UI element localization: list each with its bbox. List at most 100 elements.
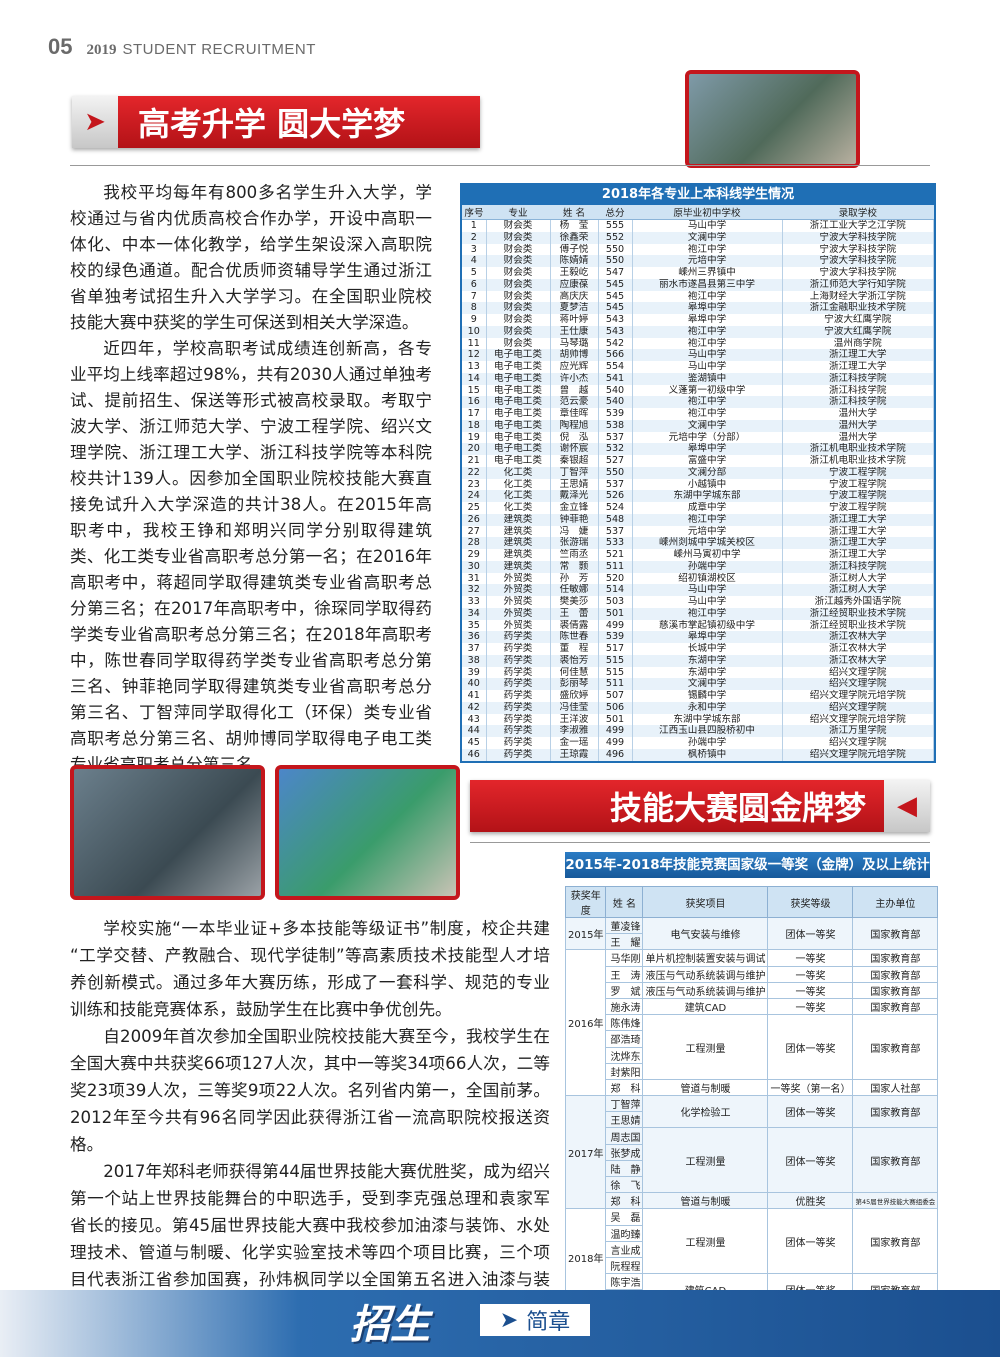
column-header: 姓 名 <box>605 886 644 918</box>
table-cell: 555 <box>598 219 633 232</box>
name-cell: 封紫阳 <box>605 1062 644 1080</box>
header-row: 序号 专业姓 名总分 原毕业初中学校 录取学校 <box>462 205 934 220</box>
table-row: 周志国 工程测量 团体一等奖 国家教育部 <box>566 1127 939 1194</box>
name-cell: 张梦成 <box>605 1143 644 1161</box>
table-row: 16 电子电工类 范云豪 540 袍江中学 浙江科技学院 <box>462 396 934 408</box>
table-row: 38 药学类 裘怡芳 515 东湖中学 浙江农林大学 <box>462 654 934 667</box>
table-row: 46 药学类 王琼霞 496 枫桥镇中 绍兴文理学院元培学院 <box>462 748 934 761</box>
name-cell: 吴 磊 <box>605 1208 644 1226</box>
year-group: 2015年 董凌锋 电气安装与维修 团体一等奖 国家教育部王 耀 <box>564 916 939 951</box>
table-row: 24 化工类 戴泽光 526 东湖中学城东部 宁波工程学院 <box>462 490 934 502</box>
table-cell: 嵊州马寅初中学 <box>632 549 783 561</box>
table-cell: 曾 越 <box>550 384 599 397</box>
table-cell: 傅子悦 <box>550 243 599 256</box>
table-row: 36 药学类 陈世春 539 皋埠中学 浙江农林大学 <box>462 631 934 643</box>
table-cell: 36 <box>462 631 487 643</box>
name-cell: 陈伟烽 <box>605 1014 644 1032</box>
table-row: 19 电子电工类倪 泓 537 元培中学（分部） 温州大学 <box>462 431 934 444</box>
table-cell: 电子电工类 <box>486 384 551 397</box>
table-cell: 电子电工类 <box>486 372 551 385</box>
table-cell: 元培中学 <box>632 255 783 267</box>
table-cell: 谢怀宸 <box>550 443 599 455</box>
table-cell: 外贸类 <box>486 596 551 608</box>
name-cell: 丁智萍 <box>605 1095 644 1113</box>
table-cell: 宁波工程学院 <box>782 502 934 514</box>
column-header: 获奖等级 <box>767 886 854 918</box>
table-cell: 冯 婕 <box>550 525 599 538</box>
table-grid: 序号 专业姓 名总分 原毕业初中学校 录取学校 1 财会类杨 莹 555 马山中学 浙江工业大… <box>462 205 934 761</box>
table-cell: 542 <box>598 337 633 350</box>
name-cell: 周志国 <box>605 1127 644 1145</box>
table-cell: 温州大学 <box>782 431 934 444</box>
project-cell: 工程测量 <box>642 1127 769 1194</box>
table-cell: 绍兴文理学院元培学院 <box>782 690 934 702</box>
table-cell: 浙江树人大学 <box>782 584 934 596</box>
table-row: 施永涛 建筑CAD 一等奖 国家教育部 <box>566 997 939 1016</box>
table-cell: 31 <box>462 572 487 585</box>
table-cell: 嵊州三界镇中 <box>632 267 783 279</box>
table-cell: 4 <box>462 255 487 267</box>
table-row: 22 化工类 丁智萍 550 文澜分部 宁波工程学院 <box>462 466 934 479</box>
table-cell: 王毅屹 <box>550 267 599 279</box>
table-cell: 药学类 <box>486 666 551 679</box>
table-cell: 文澜中学 <box>632 419 783 432</box>
name-cell: 陆 静 <box>605 1159 644 1178</box>
table-cell: 20 <box>462 443 487 455</box>
table-cell: 金一瑶 <box>550 737 599 749</box>
name-cell: 罗 斌 <box>605 981 644 999</box>
table-cell: 电子电工类 <box>486 443 551 455</box>
table-cell: 524 <box>598 502 633 514</box>
table-cell: 建筑类 <box>486 537 551 549</box>
table-cell: 温州大学 <box>782 408 934 420</box>
table-cell: 5 <box>462 267 487 279</box>
table-cell: 富盛中学 <box>632 455 783 467</box>
table-cell: 3 <box>462 243 487 256</box>
table-row: 邵浩琦 <box>566 1030 938 1048</box>
organizer-cell: 国家教育部 <box>852 1095 939 1129</box>
table-cell: 锡麟中学 <box>632 690 783 702</box>
table-cell: 药学类 <box>486 631 551 643</box>
table-cell: 财会类 <box>486 243 551 256</box>
table-row: 罗 斌液压与气动系统装调与维护 一等奖 国家教育部 <box>566 981 939 999</box>
table-row: 29 建筑类 竺雨丞 521 嵊州马寅初中学 浙江理工大学 <box>462 549 934 561</box>
organizer-cell: 国家教育部 <box>852 949 939 967</box>
table-cell: 皋埠中学 <box>632 443 783 455</box>
project-cell: 管道与制暖 <box>642 1192 769 1210</box>
name-cell: 温昀臻 <box>605 1224 644 1242</box>
table-cell: 11 <box>462 337 487 350</box>
table-cell: 元培中学 <box>632 525 783 538</box>
table-cell: 永和中学 <box>632 701 783 714</box>
table-cell: 财会类 <box>486 290 551 303</box>
table-row: 5 财会类 王毅屹 547 嵊州三界镇中 宁波大学科技学院 <box>462 267 934 279</box>
table-cell: 511 <box>598 678 633 690</box>
table-cell: 绍初镇湖校区 <box>632 572 783 585</box>
table-cell: 499 <box>598 725 633 737</box>
table-cell: 499 <box>598 737 633 749</box>
table-cell: 宁波大学科技学院 <box>782 243 934 256</box>
project-cell: 建筑CAD <box>642 997 769 1016</box>
table-cell: 14 <box>462 372 487 385</box>
table-cell: 37 <box>462 643 487 655</box>
table-row: 2017年 丁智萍 化学检验工 团体一等奖 国家教育部 <box>564 1095 939 1210</box>
section-banner: ➤ 高考升学 圆大学梦 <box>72 96 480 148</box>
table-cell: 503 <box>598 596 633 608</box>
table-title: 2018年各专业上本科线学生情况 <box>462 185 934 205</box>
table-cell: 18 <box>462 419 487 432</box>
year-group: 2017年 丁智萍 化学检验工 团体一等奖 国家教育部 王思婧 周志国 工程测量 团体一等奖 国家… <box>564 1095 939 1210</box>
table-cell: 浙江农林大学 <box>782 643 934 655</box>
table-cell: 建筑类 <box>486 560 551 573</box>
project-cell: 电气安装与维修 <box>642 916 769 951</box>
name-cell: 王 涛 <box>605 965 644 983</box>
table-cell: 药学类 <box>486 713 551 726</box>
table-cell: 浙江万里学院 <box>782 725 934 737</box>
table-cell: 511 <box>598 560 633 573</box>
table-cell: 2 <box>462 231 487 244</box>
table-cell: 任敏娜 <box>550 584 599 596</box>
table-cell: 王思婧 <box>550 478 599 491</box>
text-block: 学校实施“一本毕业证+多本技能等级证书”制度，校企共建“工学交替、产教融合、现代… <box>70 915 550 1320</box>
table-cell: 499 <box>598 619 633 632</box>
table-cell: 绍兴文理学院 <box>782 678 934 690</box>
table-cell: 药学类 <box>486 748 551 761</box>
table-cell: 浙江师范大学行知学院 <box>782 278 934 291</box>
table-row: 2 财会类 徐鑫荣 552 文澜中学 宁波大学科技学院 <box>462 231 934 244</box>
